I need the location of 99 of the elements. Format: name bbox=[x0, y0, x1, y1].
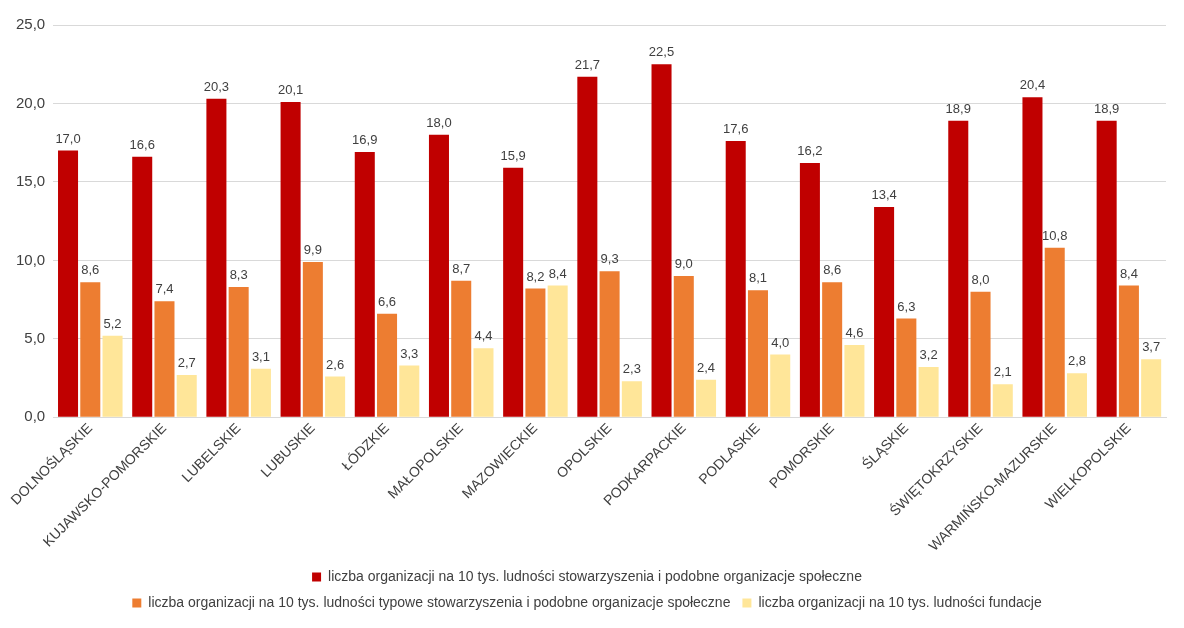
bar bbox=[1022, 97, 1043, 417]
y-tick-label: 10,0 bbox=[15, 250, 46, 268]
bar bbox=[102, 335, 123, 417]
bar bbox=[302, 261, 323, 417]
bar bbox=[503, 167, 524, 417]
data-label: 20,1 bbox=[277, 81, 304, 97]
data-label: 2,3 bbox=[622, 361, 641, 377]
bar bbox=[1096, 120, 1117, 417]
data-label: 9,3 bbox=[600, 251, 619, 267]
data-label: 8,7 bbox=[452, 260, 471, 276]
bar bbox=[1118, 285, 1139, 417]
bar bbox=[325, 376, 346, 417]
bar bbox=[354, 152, 375, 417]
bar bbox=[651, 64, 672, 417]
legend-label: liczba organizacji na 10 tys. ludności fundacje bbox=[758, 593, 1042, 610]
data-label: 10,8 bbox=[1042, 227, 1068, 243]
bar bbox=[874, 207, 895, 417]
data-label: 2,7 bbox=[177, 355, 196, 370]
data-label: 6,6 bbox=[378, 293, 397, 309]
bar bbox=[176, 374, 197, 417]
data-label: 16,2 bbox=[797, 143, 823, 159]
bar bbox=[696, 379, 717, 417]
data-label: 17,0 bbox=[55, 130, 81, 146]
bar bbox=[428, 134, 449, 417]
data-label: 8,0 bbox=[971, 271, 990, 287]
data-label: 16,9 bbox=[352, 132, 378, 148]
y-tick-label: 20,0 bbox=[15, 93, 46, 111]
data-label: 8,4 bbox=[1119, 265, 1138, 281]
data-label: 20,3 bbox=[203, 78, 230, 94]
data-label: 2,1 bbox=[993, 364, 1012, 380]
bar bbox=[451, 280, 472, 417]
data-label: 2,8 bbox=[1067, 353, 1087, 369]
bar bbox=[970, 291, 991, 417]
bar bbox=[132, 156, 153, 417]
data-label: 8,4 bbox=[548, 265, 567, 281]
data-label: 4,0 bbox=[771, 334, 790, 350]
data-label: 18,0 bbox=[426, 114, 452, 130]
bar bbox=[1141, 359, 1162, 417]
data-label: 8,3 bbox=[229, 267, 248, 283]
data-label: 2,4 bbox=[697, 359, 716, 375]
data-label: 8,6 bbox=[81, 262, 100, 278]
data-label: 4,4 bbox=[474, 328, 493, 344]
bar bbox=[992, 384, 1013, 417]
bar bbox=[1044, 247, 1065, 417]
data-label: 9,0 bbox=[674, 256, 693, 272]
y-tick-label: 5,0 bbox=[24, 328, 46, 346]
data-label: 8,6 bbox=[823, 262, 842, 278]
bar bbox=[154, 301, 175, 417]
legend-label: liczba organizacji na 10 tys. ludności typowe stowarzyszenia i podobne organizacje społeczne bbox=[148, 593, 731, 610]
bar bbox=[399, 365, 420, 417]
bar bbox=[577, 76, 598, 417]
y-tick-label: 15,0 bbox=[15, 172, 46, 190]
bar bbox=[844, 345, 865, 417]
bar bbox=[80, 282, 101, 417]
data-label: 18,9 bbox=[945, 100, 971, 116]
data-label: 8,1 bbox=[748, 270, 768, 286]
bar bbox=[250, 368, 271, 417]
bar bbox=[621, 381, 642, 417]
bar bbox=[206, 98, 227, 417]
data-label: 5,2 bbox=[103, 315, 122, 331]
data-label: 7,4 bbox=[155, 281, 174, 297]
bar bbox=[822, 282, 843, 417]
bar bbox=[747, 290, 768, 417]
data-label: 13,4 bbox=[871, 187, 897, 203]
data-label: 22,5 bbox=[648, 44, 675, 60]
bar bbox=[725, 141, 746, 417]
data-label: 18,9 bbox=[1093, 100, 1120, 116]
data-label: 4,6 bbox=[845, 325, 864, 341]
bar bbox=[799, 163, 820, 417]
data-label: 21,7 bbox=[574, 56, 600, 72]
data-label: 15,9 bbox=[500, 147, 526, 163]
bar bbox=[1066, 373, 1087, 417]
bar bbox=[525, 288, 546, 417]
bar bbox=[896, 318, 917, 417]
bar bbox=[770, 354, 791, 417]
bar bbox=[377, 313, 398, 417]
data-label: 3,3 bbox=[400, 345, 419, 361]
y-tick-label: 25,0 bbox=[15, 15, 46, 33]
data-label: 3,1 bbox=[251, 348, 270, 364]
data-label: 16,6 bbox=[129, 136, 155, 152]
data-label: 17,6 bbox=[723, 121, 749, 137]
legend-label: liczba organizacji na 10 tys. ludności stowarzyszenia i podobne organizacje społeczne bbox=[328, 567, 863, 584]
bar bbox=[918, 367, 939, 417]
bar bbox=[599, 271, 620, 417]
data-label: 2,6 bbox=[326, 356, 345, 372]
bar bbox=[228, 287, 249, 417]
data-label: 8,2 bbox=[526, 268, 545, 284]
data-label: 20,4 bbox=[1019, 77, 1046, 93]
bar bbox=[280, 101, 301, 417]
bar bbox=[673, 276, 694, 417]
bar bbox=[948, 120, 969, 417]
data-label: 3,2 bbox=[919, 347, 938, 363]
data-label: 6,3 bbox=[897, 298, 916, 314]
data-label: 9,9 bbox=[303, 242, 322, 258]
y-tick-label: 0,0 bbox=[24, 407, 46, 425]
data-label: 3,7 bbox=[1142, 339, 1161, 355]
bar bbox=[58, 150, 79, 417]
bar bbox=[473, 348, 494, 417]
bar bbox=[547, 285, 568, 417]
